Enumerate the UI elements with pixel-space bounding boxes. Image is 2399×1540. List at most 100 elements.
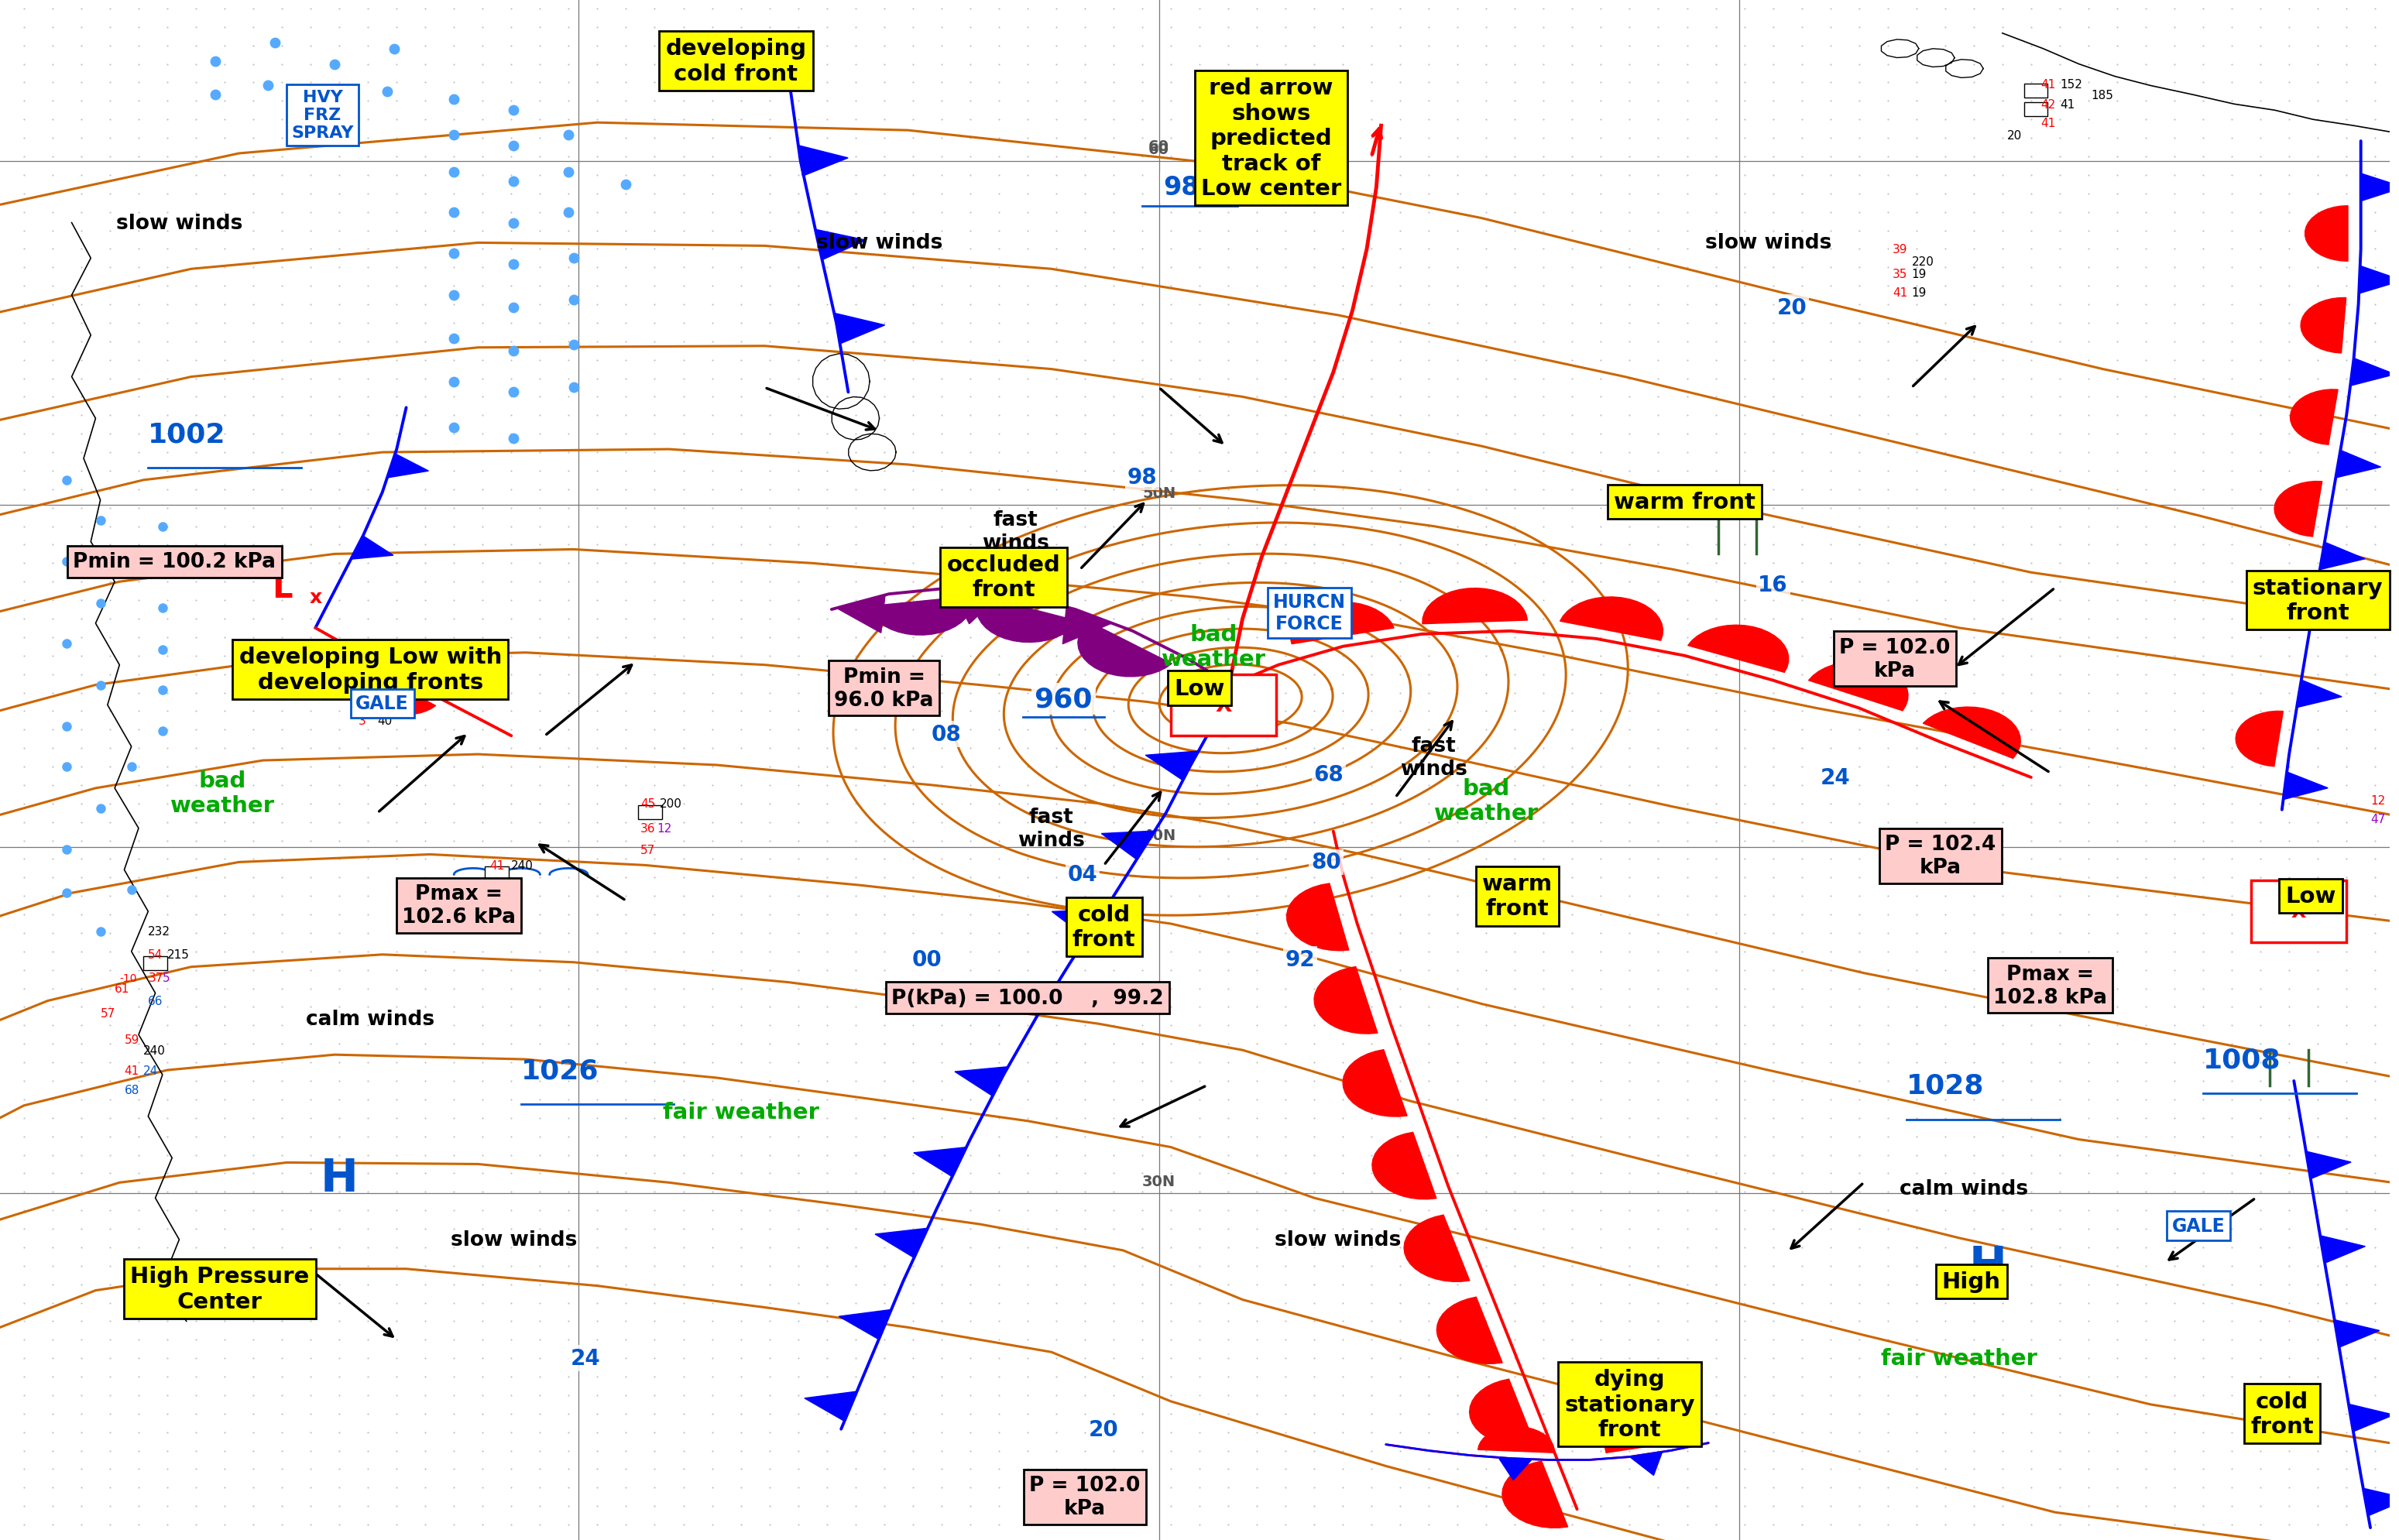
Text: -10: -10 [120, 972, 137, 984]
Text: 68: 68 [125, 1084, 139, 1096]
Text: 1002: 1002 [149, 420, 226, 448]
Text: 92: 92 [1286, 949, 1315, 970]
Text: 33: 33 [489, 884, 504, 896]
Text: 40: 40 [377, 715, 393, 727]
Text: 30N: 30N [1142, 1173, 1176, 1189]
Polygon shape [2349, 1404, 2394, 1432]
Polygon shape [1291, 602, 1394, 644]
FancyBboxPatch shape [638, 805, 662, 819]
Polygon shape [1809, 662, 1907, 711]
Text: 54: 54 [149, 949, 163, 961]
Text: 987: 987 [1168, 177, 1211, 199]
Text: 987: 987 [1164, 176, 1216, 200]
Text: 36: 36 [641, 822, 655, 835]
Polygon shape [2236, 711, 2284, 767]
Polygon shape [804, 1392, 856, 1421]
Polygon shape [1063, 607, 1111, 644]
Polygon shape [386, 454, 429, 479]
Polygon shape [1502, 1461, 1569, 1528]
Text: 04: 04 [1068, 864, 1096, 886]
Text: HURCN
FORCE: HURCN FORCE [1274, 593, 1346, 633]
Text: 9: 9 [393, 664, 401, 676]
Text: 08: 08 [931, 724, 962, 745]
Text: slow winds: slow winds [1274, 1229, 1401, 1250]
Polygon shape [1202, 671, 1255, 710]
Text: GALE: GALE [2171, 1217, 2224, 1235]
Polygon shape [876, 1229, 928, 1258]
Text: occluded
front: occluded front [948, 554, 1060, 601]
FancyBboxPatch shape [374, 658, 398, 671]
Text: P = 102.4
kPa: P = 102.4 kPa [1886, 835, 1996, 878]
Text: fast
winds: fast winds [981, 510, 1048, 553]
Text: dying
stationary
front: dying stationary front [1564, 1369, 1696, 1440]
Polygon shape [2305, 206, 2349, 262]
Polygon shape [1689, 625, 1790, 673]
Text: 41: 41 [489, 859, 504, 872]
Text: 57: 57 [641, 844, 655, 856]
Text: High: High [1941, 1270, 2001, 1292]
Polygon shape [1000, 987, 1056, 1016]
Polygon shape [840, 1309, 892, 1340]
Polygon shape [1315, 967, 1377, 1033]
Text: 59: 59 [125, 1033, 139, 1046]
Polygon shape [1144, 752, 1200, 781]
Text: 37: 37 [149, 972, 163, 984]
Polygon shape [1403, 1215, 1471, 1281]
Text: 1008: 1008 [2202, 1046, 2281, 1073]
Text: stationary
front: stationary front [2253, 578, 2382, 624]
Text: 68: 68 [1315, 764, 1343, 785]
Text: bad
weather: bad weather [170, 770, 273, 816]
Text: warm front: warm front [1615, 491, 1756, 513]
Polygon shape [2257, 574, 2305, 628]
Polygon shape [2320, 1235, 2365, 1263]
Text: slow winds: slow winds [1706, 233, 1830, 254]
Text: fair weather: fair weather [1881, 1348, 2037, 1369]
Text: slow winds: slow winds [451, 1229, 578, 1250]
Text: 34: 34 [396, 644, 413, 656]
Text: H: H [321, 1157, 357, 1200]
Polygon shape [2301, 299, 2346, 354]
Text: 12: 12 [657, 822, 672, 835]
Polygon shape [1286, 884, 1348, 950]
Text: slow winds: slow winds [816, 233, 943, 254]
Text: Low: Low [1173, 678, 1226, 699]
Text: 40N: 40N [1142, 827, 1176, 842]
Text: cold
front: cold front [2250, 1391, 2313, 1437]
Text: 215: 215 [168, 949, 190, 961]
Polygon shape [1605, 1423, 1682, 1452]
Text: GALE: GALE [355, 695, 408, 713]
Text: 98: 98 [1128, 467, 1156, 488]
Polygon shape [1471, 1380, 1535, 1446]
Text: warm
front: warm front [1483, 873, 1552, 919]
Text: bad
weather: bad weather [1161, 624, 1267, 670]
Text: 20: 20 [1089, 1418, 1118, 1440]
Text: x: x [309, 588, 321, 607]
Polygon shape [1101, 832, 1154, 859]
FancyBboxPatch shape [2025, 103, 2049, 117]
Polygon shape [350, 536, 393, 559]
Text: 60: 60 [489, 906, 504, 918]
Polygon shape [1343, 1050, 1408, 1116]
Polygon shape [1437, 1297, 1502, 1364]
Text: 20: 20 [2008, 129, 2022, 142]
Text: 6: 6 [509, 884, 516, 896]
Polygon shape [2291, 390, 2339, 445]
Text: developing
cold front: developing cold front [665, 38, 806, 85]
Polygon shape [2358, 266, 2399, 294]
Text: 41: 41 [1893, 286, 1907, 299]
FancyBboxPatch shape [381, 682, 405, 696]
Text: 60: 60 [1149, 139, 1168, 154]
Polygon shape [1478, 1426, 1555, 1452]
Text: 41: 41 [125, 1064, 139, 1076]
Text: developing Low with
developing fronts: developing Low with developing fronts [240, 647, 501, 693]
Polygon shape [837, 596, 885, 633]
Polygon shape [868, 596, 974, 636]
Polygon shape [799, 146, 847, 177]
Text: 24: 24 [144, 1064, 158, 1076]
Text: X: X [1216, 695, 1231, 716]
Text: P(kPa) = 100.0    ,  99.2: P(kPa) = 100.0 , 99.2 [892, 987, 1164, 1009]
Text: High Pressure
Center: High Pressure Center [130, 1266, 309, 1312]
Text: 12: 12 [2370, 795, 2385, 807]
Text: 66: 66 [149, 995, 163, 1007]
Text: 39: 39 [377, 644, 393, 656]
